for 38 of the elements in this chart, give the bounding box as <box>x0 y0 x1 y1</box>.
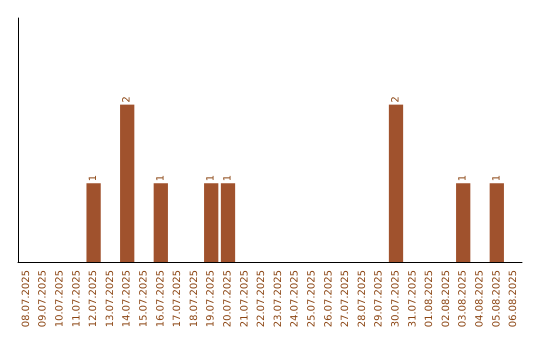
x-tick-label: 29.07.2025 <box>374 270 385 328</box>
x-tick-label: 03.08.2025 <box>458 270 469 328</box>
x-tick-label: 24.07.2025 <box>290 270 301 328</box>
x-tick-label: 05.08.2025 <box>491 270 502 328</box>
data-label: 2 <box>122 96 133 103</box>
x-tick-label: 11.07.2025 <box>71 270 82 328</box>
x-tick-label: 08.07.2025 <box>20 270 32 328</box>
data-label: 1 <box>88 174 100 182</box>
x-tick-label: 25.07.2025 <box>306 270 318 328</box>
x-tick-label: 10.07.2025 <box>54 270 66 328</box>
x-tick-label: 04.08.2025 <box>474 270 486 328</box>
x-tick-label: 28.07.2025 <box>356 270 368 328</box>
x-tick-label: 31.07.2025 <box>407 270 418 328</box>
x-tick-label: 02.08.2025 <box>440 270 452 328</box>
x-tick-label: 15.07.2025 <box>138 270 150 328</box>
x-tick-label: 21.07.2025 <box>239 270 250 328</box>
data-label: 1 <box>458 174 469 182</box>
x-tick-label: 23.07.2025 <box>272 270 284 328</box>
x-tick-label: 16.07.2025 <box>155 270 166 328</box>
x-tick-label: 27.07.2025 <box>340 270 352 328</box>
x-tick-label: 12.07.2025 <box>88 270 100 328</box>
data-label: 1 <box>206 174 217 182</box>
x-tick-label: 18.07.2025 <box>188 270 200 328</box>
x-tick-label: 13.07.2025 <box>104 270 116 328</box>
x-tick-label: 26.07.2025 <box>323 270 334 328</box>
x-tick-label: 22.07.2025 <box>256 270 268 328</box>
x-tick-label: 30.07.2025 <box>390 270 402 328</box>
x-tick-label: 20.07.2025 <box>222 270 234 328</box>
x-tick-label: 06.08.2025 <box>508 270 520 328</box>
x-tick-label: 09.07.2025 <box>38 270 49 328</box>
data-label: 1 <box>222 174 234 182</box>
x-tick-label: 17.07.2025 <box>172 270 184 328</box>
data-label: 1 <box>491 174 502 182</box>
data-label: 1 <box>155 174 166 182</box>
x-tick-label: 14.07.2025 <box>122 270 133 328</box>
x-tick-label: 19.07.2025 <box>206 270 217 328</box>
x-tick-label: 01.08.2025 <box>424 270 436 328</box>
data-label: 2 <box>390 96 402 103</box>
